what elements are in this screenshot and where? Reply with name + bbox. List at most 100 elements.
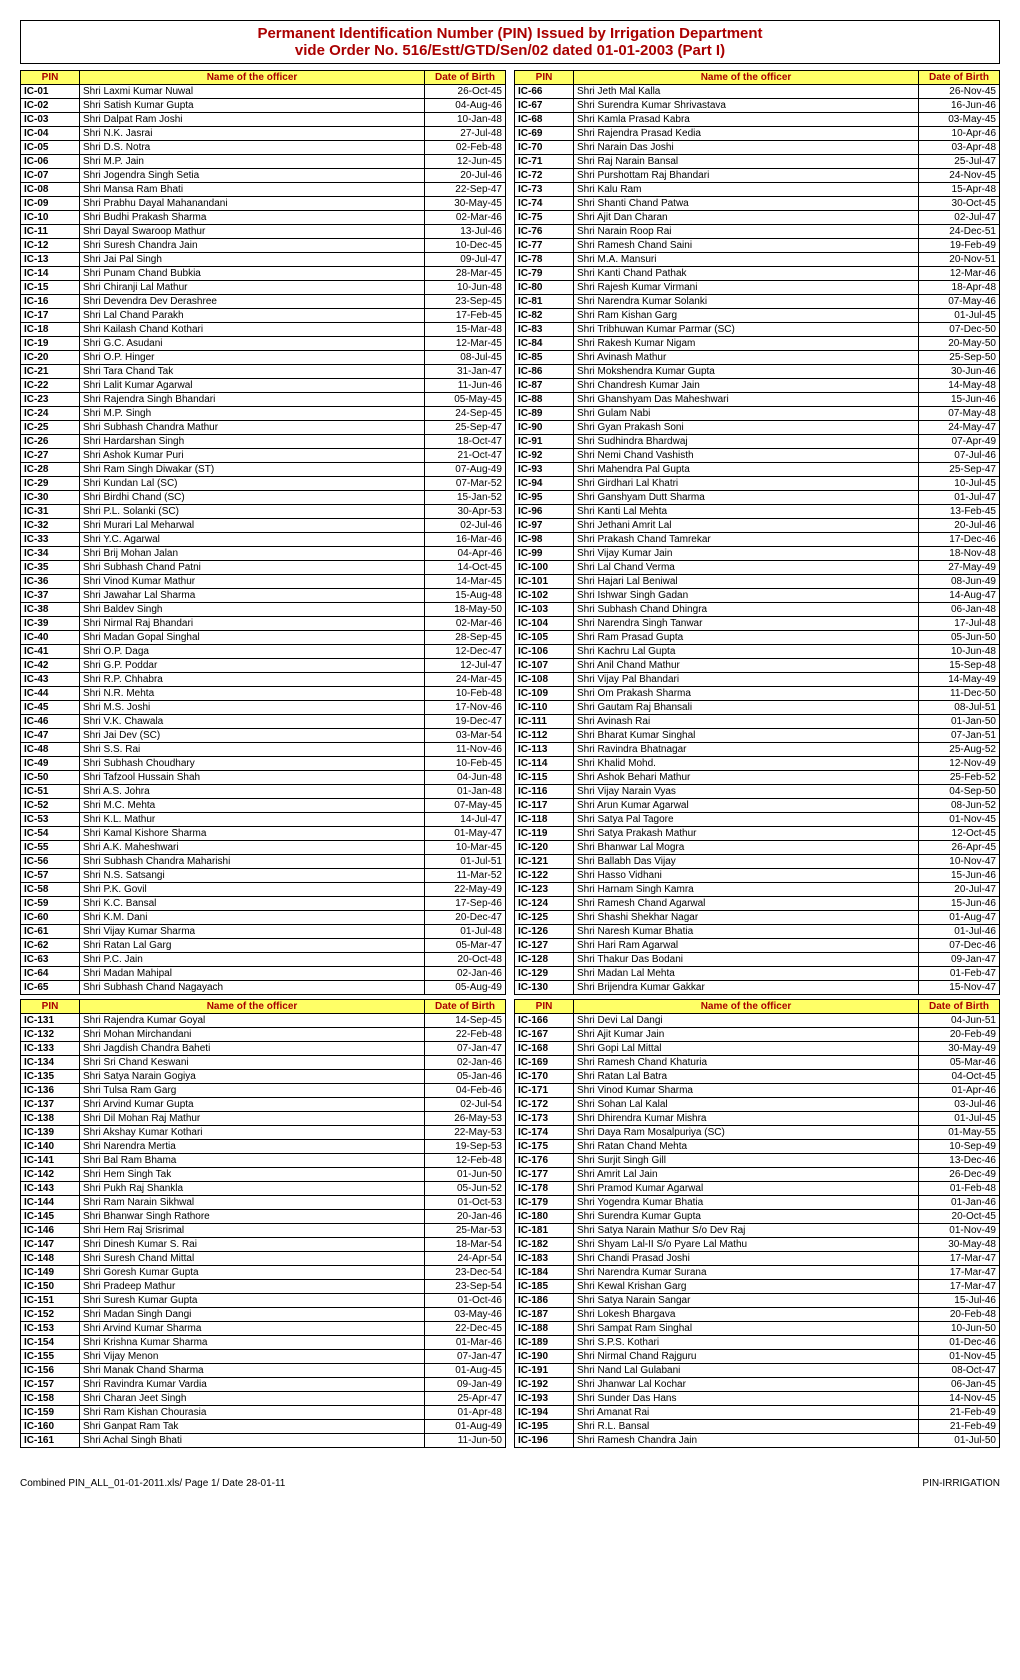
- cell-dob: 04-Aug-46: [425, 99, 506, 113]
- cell-dob: 12-Mar-46: [919, 267, 1000, 281]
- cell-dob: 07-Mar-52: [425, 477, 506, 491]
- cell-dob: 08-Jun-52: [919, 799, 1000, 813]
- cell-pin: IC-104: [515, 617, 574, 631]
- cell-dob: 02-Mar-46: [425, 617, 506, 631]
- cell-pin: IC-122: [515, 869, 574, 883]
- cell-name: Shri Kalu Ram: [574, 183, 919, 197]
- cell-pin: IC-109: [515, 687, 574, 701]
- cell-name: Shri Shyam Lal-II S/o Pyare Lal Mathu: [574, 1238, 919, 1252]
- cell-name: Shri Narendra Kumar Solanki: [574, 295, 919, 309]
- table-row: IC-154Shri Krishna Kumar Sharma01-Mar-46: [21, 1336, 506, 1350]
- cell-name: Shri Ram Kishan Garg: [574, 309, 919, 323]
- cell-dob: 24-Dec-51: [919, 225, 1000, 239]
- cell-name: Shri Raj Narain Bansal: [574, 155, 919, 169]
- cell-name: Shri K.M. Dani: [80, 911, 425, 925]
- cell-name: Shri Sri Chand Keswani: [80, 1056, 425, 1070]
- cell-dob: 07-Jan-47: [425, 1042, 506, 1056]
- table-row: IC-96Shri Kanti Lal Mehta13-Feb-45: [515, 505, 1000, 519]
- cell-name: Shri S.S. Rai: [80, 743, 425, 757]
- cell-dob: 15-Jun-46: [919, 393, 1000, 407]
- cell-pin: IC-138: [21, 1112, 80, 1126]
- cell-pin: IC-172: [515, 1098, 574, 1112]
- cell-name: Shri Rajesh Kumar Virmani: [574, 281, 919, 295]
- cell-pin: IC-17: [21, 309, 80, 323]
- cell-pin: IC-152: [21, 1308, 80, 1322]
- cell-pin: IC-150: [21, 1280, 80, 1294]
- header-dob: Date of Birth: [425, 71, 506, 85]
- cell-pin: IC-193: [515, 1392, 574, 1406]
- cell-name: Shri Tulsa Ram Garg: [80, 1084, 425, 1098]
- table-row: IC-48Shri S.S. Rai11-Nov-46: [21, 743, 506, 757]
- cell-name: Shri Kamla Prasad Kabra: [574, 113, 919, 127]
- cell-dob: 28-Sep-45: [425, 631, 506, 645]
- cell-dob: 18-May-50: [425, 603, 506, 617]
- cell-pin: IC-55: [21, 841, 80, 855]
- cell-dob: 26-Nov-45: [919, 85, 1000, 99]
- cell-pin: IC-110: [515, 701, 574, 715]
- cell-name: Shri Chandi Prasad Joshi: [574, 1252, 919, 1266]
- cell-pin: IC-168: [515, 1042, 574, 1056]
- table-row: IC-112Shri Bharat Kumar Singhal07-Jan-51: [515, 729, 1000, 743]
- table-row: IC-76Shri Narain Roop Rai24-Dec-51: [515, 225, 1000, 239]
- cell-pin: IC-190: [515, 1350, 574, 1364]
- table-row: IC-24Shri M.P. Singh24-Sep-45: [21, 407, 506, 421]
- table-row: IC-115Shri Ashok Behari Mathur25-Feb-52: [515, 771, 1000, 785]
- cell-pin: IC-94: [515, 477, 574, 491]
- cell-name: Shri Jai Pal Singh: [80, 253, 425, 267]
- cell-name: Shri Gautam Raj Bhansali: [574, 701, 919, 715]
- cell-name: Shri Hem Raj Srisrimal: [80, 1224, 425, 1238]
- table-row: IC-134Shri Sri Chand Keswani02-Jan-46: [21, 1056, 506, 1070]
- cell-pin: IC-130: [515, 981, 574, 995]
- table-row: IC-129Shri Madan Lal Mehta01-Feb-47: [515, 967, 1000, 981]
- table-row: IC-144Shri Ram Narain Sikhwal01-Oct-53: [21, 1196, 506, 1210]
- table-row: IC-106Shri Kachru Lal Gupta10-Jun-48: [515, 645, 1000, 659]
- cell-dob: 14-May-48: [919, 379, 1000, 393]
- cell-name: Shri Y.C. Agarwal: [80, 533, 425, 547]
- cell-dob: 18-Apr-48: [919, 281, 1000, 295]
- table-row: IC-85Shri Avinash Mathur25-Sep-50: [515, 351, 1000, 365]
- cell-name: Shri A.K. Maheshwari: [80, 841, 425, 855]
- cell-dob: 26-Oct-45: [425, 85, 506, 99]
- cell-pin: IC-127: [515, 939, 574, 953]
- cell-dob: 15-Sep-48: [919, 659, 1000, 673]
- table-row: IC-195Shri R.L. Bansal21-Feb-49: [515, 1420, 1000, 1434]
- cell-pin: IC-67: [515, 99, 574, 113]
- table-row: IC-146Shri Hem Raj Srisrimal25-Mar-53: [21, 1224, 506, 1238]
- table-row: IC-99Shri Vijay Kumar Jain18-Nov-48: [515, 547, 1000, 561]
- cell-dob: 20-Jul-47: [919, 883, 1000, 897]
- cell-pin: IC-97: [515, 519, 574, 533]
- cell-name: Shri Thakur Das Bodani: [574, 953, 919, 967]
- cell-pin: IC-76: [515, 225, 574, 239]
- cell-dob: 01-Nov-45: [919, 1350, 1000, 1364]
- table-row: IC-151Shri Suresh Kumar Gupta01-Oct-46: [21, 1294, 506, 1308]
- cell-name: Shri K.L. Mathur: [80, 813, 425, 827]
- table-q1: PIN Name of the officer Date of Birth IC…: [20, 70, 506, 995]
- cell-pin: IC-171: [515, 1084, 574, 1098]
- cell-dob: 17-Mar-47: [919, 1280, 1000, 1294]
- cell-name: Shri Ashok Behari Mathur: [574, 771, 919, 785]
- cell-pin: IC-118: [515, 813, 574, 827]
- cell-dob: 05-Jun-52: [425, 1182, 506, 1196]
- cell-dob: 02-Jan-46: [425, 967, 506, 981]
- cell-pin: IC-175: [515, 1140, 574, 1154]
- cell-name: Shri Bhanwar Lal Mogra: [574, 841, 919, 855]
- cell-dob: 12-Dec-47: [425, 645, 506, 659]
- cell-name: Shri Devi Lal Dangi: [574, 1014, 919, 1028]
- cell-dob: 09-Jul-47: [425, 253, 506, 267]
- cell-pin: IC-100: [515, 561, 574, 575]
- cell-dob: 01-Jan-50: [919, 715, 1000, 729]
- cell-name: Shri Satya Narain Sangar: [574, 1294, 919, 1308]
- cell-pin: IC-70: [515, 141, 574, 155]
- header-pin: PIN: [515, 1000, 574, 1014]
- table-q2: PIN Name of the officer Date of Birth IC…: [514, 70, 1000, 995]
- cell-dob: 22-May-53: [425, 1126, 506, 1140]
- cell-name: Shri Kewal Krishan Garg: [574, 1280, 919, 1294]
- table-row: IC-05Shri D.S. Notra02-Feb-48: [21, 141, 506, 155]
- cell-pin: IC-142: [21, 1168, 80, 1182]
- cell-name: Shri M.A. Mansuri: [574, 253, 919, 267]
- table-row: IC-192Shri Jhanwar Lal Kochar06-Jan-45: [515, 1378, 1000, 1392]
- cell-pin: IC-59: [21, 897, 80, 911]
- table-row: IC-110Shri Gautam Raj Bhansali08-Jul-51: [515, 701, 1000, 715]
- header-name: Name of the officer: [574, 1000, 919, 1014]
- table-row: IC-57Shri N.S. Satsangi11-Mar-52: [21, 869, 506, 883]
